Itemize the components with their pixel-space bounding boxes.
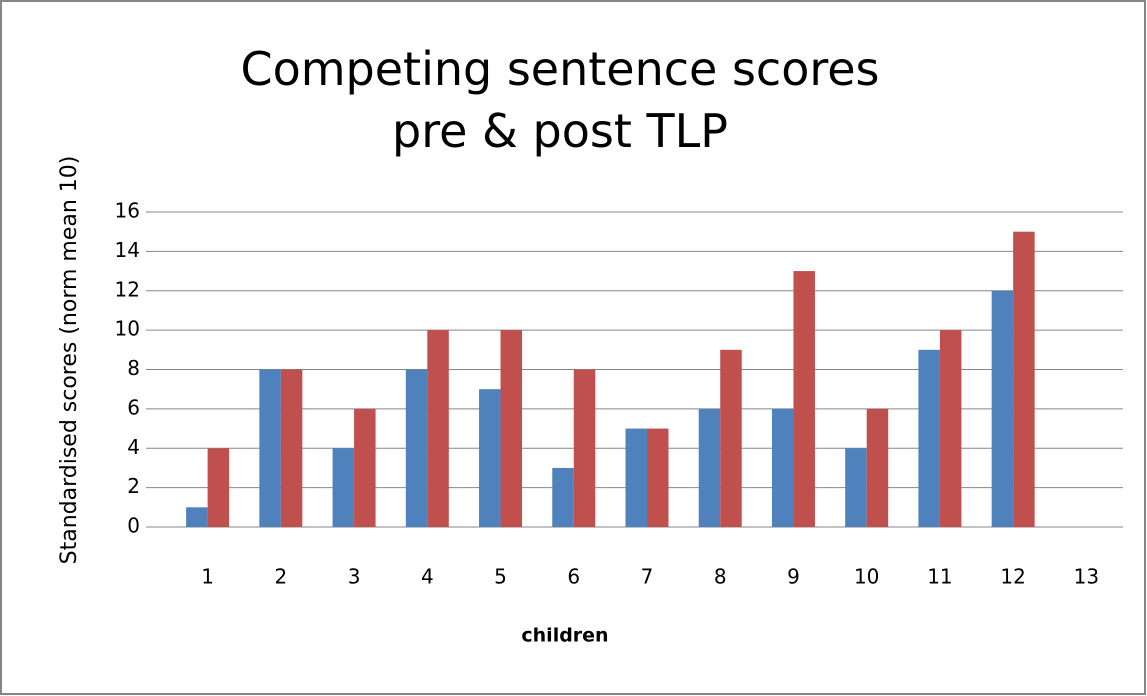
- bar: [939, 330, 962, 527]
- bar: [720, 349, 742, 527]
- x-tick-label: 1: [201, 565, 214, 589]
- y-tick-label: 2: [127, 474, 140, 498]
- bar: [647, 428, 669, 527]
- bar: [280, 369, 303, 527]
- bar: [500, 330, 523, 527]
- y-axis-label: Standardised scores (norm mean 10): [57, 156, 82, 565]
- bar: [427, 330, 449, 527]
- bar: [552, 467, 574, 527]
- x-tick-label: 4: [421, 565, 434, 589]
- y-tick-label: 12: [115, 277, 140, 301]
- y-tick-label: 0: [127, 514, 140, 538]
- bar: [771, 408, 794, 527]
- y-tick-label: 14: [115, 238, 140, 262]
- x-axis-label: children: [521, 625, 608, 647]
- bar: [918, 349, 940, 527]
- x-tick-label: 9: [787, 565, 800, 589]
- bar: [207, 448, 230, 527]
- y-tick-label: 10: [115, 317, 140, 341]
- x-tick-label: 3: [348, 565, 361, 589]
- bar: [845, 448, 867, 527]
- x-tick-label: 12: [1000, 565, 1025, 589]
- bar: [354, 408, 376, 527]
- y-tick-label: 8: [127, 356, 140, 380]
- bar: [625, 428, 647, 527]
- chart-title: Competing sentence scores pre & post TLP: [240, 42, 880, 158]
- bar: [573, 369, 596, 527]
- bar: [1013, 231, 1035, 527]
- x-tick-label: 11: [927, 565, 952, 589]
- bar: [405, 369, 428, 527]
- x-tick-label: 13: [1074, 565, 1099, 589]
- y-tick-label: 4: [127, 435, 140, 459]
- bar: [698, 408, 721, 527]
- x-tick-label: 5: [494, 565, 507, 589]
- bar: [259, 369, 281, 527]
- x-tick-label: 10: [854, 565, 879, 589]
- x-tick-label: 2: [274, 565, 287, 589]
- bar: [991, 290, 1014, 527]
- bar: [793, 271, 815, 527]
- x-tick-label: 8: [714, 565, 727, 589]
- y-tick-label: 6: [127, 395, 140, 419]
- bar: [866, 408, 889, 527]
- y-tick-label: 16: [115, 199, 140, 223]
- bar: [186, 507, 208, 527]
- bar: [479, 389, 501, 527]
- bar: [332, 448, 355, 527]
- x-tick-label: 6: [567, 565, 580, 589]
- x-tick-label: 7: [641, 565, 654, 589]
